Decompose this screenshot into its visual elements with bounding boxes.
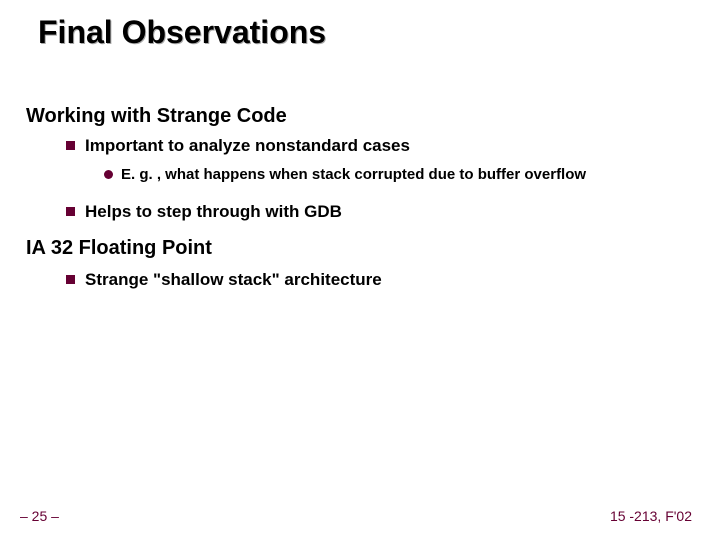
bullet-text: Helps to step through with GDB — [85, 200, 342, 224]
square-bullet-icon — [66, 207, 75, 216]
bullet-item: Strange "shallow stack" architecture — [66, 268, 382, 292]
disc-bullet-icon — [104, 170, 113, 179]
bullet-group-1: Important to analyze nonstandard cases E… — [66, 134, 586, 185]
bullet-text: Important to analyze nonstandard cases — [85, 134, 410, 158]
bullet-text: Strange "shallow stack" architecture — [85, 268, 382, 292]
bullet-group-3: Strange "shallow stack" architecture — [66, 268, 382, 296]
section-heading-1-text: Working with Strange Code — [26, 105, 287, 127]
footer-page-number: – 25 – — [20, 508, 59, 524]
slide-title: Final Observations — [38, 14, 326, 51]
subbullet-text: E. g. , what happens when stack corrupte… — [121, 164, 586, 185]
subbullet-item: E. g. , what happens when stack corrupte… — [104, 164, 586, 185]
section-heading-2: IA 32 Floating Point — [26, 237, 212, 260]
bullet-item: Helps to step through with GDB — [66, 200, 342, 224]
slide: Final Observations Working with Strange … — [0, 0, 720, 540]
footer-course-id: 15 -213, F'02 — [610, 508, 692, 524]
square-bullet-icon — [66, 141, 75, 150]
subbullet-group: E. g. , what happens when stack corrupte… — [104, 164, 586, 185]
square-bullet-icon — [66, 275, 75, 284]
section-heading-1: Working with Strange Code — [26, 105, 287, 128]
section-heading-2-text: IA 32 Floating Point — [26, 237, 212, 259]
bullet-group-2: Helps to step through with GDB — [66, 200, 342, 228]
bullet-item: Important to analyze nonstandard cases — [66, 134, 586, 158]
